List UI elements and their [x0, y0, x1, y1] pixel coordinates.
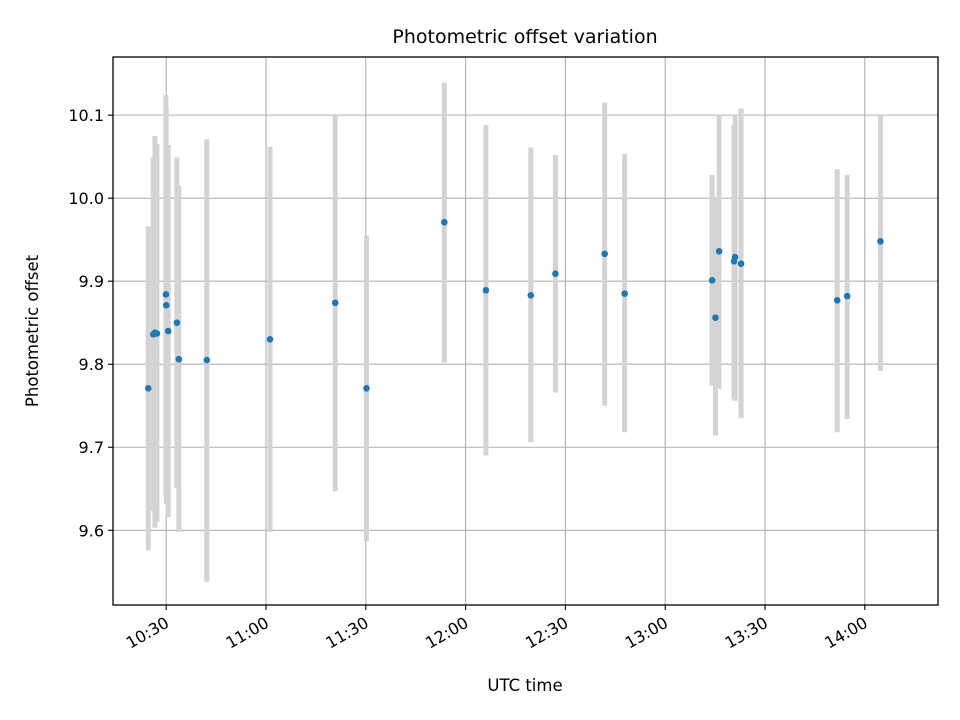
chart-title: Photometric offset variation	[392, 26, 657, 48]
data-point	[731, 253, 739, 261]
y-tick-label: 9.7	[79, 438, 104, 457]
x-axis-label: UTC time	[487, 676, 562, 695]
data-point	[153, 330, 161, 337]
data-point	[266, 336, 274, 343]
y-axis-ticks: 9.6 9.7 9.8 9.9 10.0 10.1	[68, 106, 113, 540]
data-point	[363, 384, 370, 392]
data-point	[527, 291, 535, 299]
plot-area-frame	[112, 56, 939, 606]
data-point	[877, 238, 884, 245]
data-point	[203, 356, 211, 364]
data-point	[621, 290, 628, 297]
data-point	[164, 327, 172, 335]
y-tick-label: 9.8	[79, 355, 104, 374]
data-point	[552, 270, 559, 278]
data-point	[173, 319, 181, 326]
data-point	[441, 218, 448, 226]
data-point	[175, 355, 183, 363]
data-point	[331, 299, 339, 307]
data-markers	[144, 218, 884, 392]
y-tick-label: 9.6	[79, 521, 104, 540]
data-point	[843, 292, 851, 300]
data-point	[715, 247, 723, 255]
data-point	[708, 277, 716, 284]
data-point	[482, 287, 490, 294]
y-axis-label: Photometric offset	[23, 254, 42, 407]
y-tick-label: 9.9	[79, 272, 104, 291]
y-tick-label: 10.0	[68, 189, 104, 208]
data-point	[737, 260, 745, 268]
y-tick-label: 10.1	[68, 106, 104, 125]
data-point	[162, 291, 170, 298]
data-point	[833, 296, 841, 304]
data-point	[601, 250, 608, 258]
grid	[113, 57, 938, 605]
data-point	[144, 384, 152, 392]
data-point	[712, 314, 719, 322]
data-point	[162, 301, 170, 309]
